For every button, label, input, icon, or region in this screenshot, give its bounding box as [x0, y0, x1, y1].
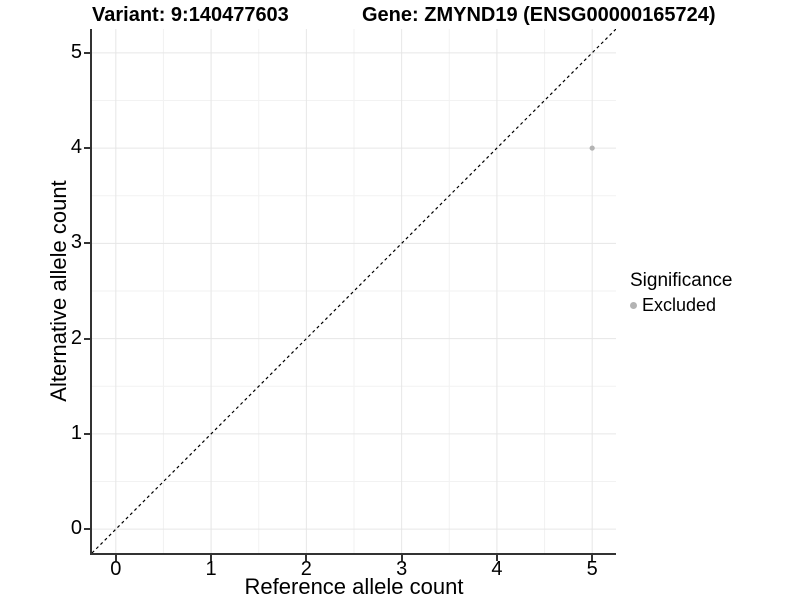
- x-tick-mark: [305, 555, 308, 561]
- excluded-point-icon: [630, 302, 637, 309]
- y-tick-label: 2: [70, 326, 82, 349]
- legend: Significance Excluded: [630, 270, 732, 316]
- plot-title-gene: Gene: ZMYND19 (ENSG00000165724): [362, 4, 716, 26]
- y-tick-mark: [84, 432, 90, 435]
- data-point: [589, 145, 595, 151]
- x-tick-label: 0: [110, 558, 122, 580]
- x-axis-title: Reference allele count: [244, 574, 464, 599]
- y-tick-mark: [84, 337, 90, 340]
- legend-title: Significance: [630, 270, 733, 291]
- y-tick-mark: [84, 147, 90, 150]
- y-tick-label: 0: [70, 517, 82, 540]
- y-tick-mark: [84, 528, 90, 531]
- y-axis-title: Alternative allele count: [46, 180, 71, 402]
- x-tick-label: 5: [586, 558, 598, 580]
- x-tick-label: 2: [300, 558, 312, 580]
- x-tick-mark: [495, 555, 498, 561]
- y-tick-label: 5: [70, 40, 82, 63]
- x-tick-label: 1: [205, 558, 217, 580]
- x-tick-label: 4: [491, 558, 503, 580]
- y-tick-label: 1: [70, 421, 82, 444]
- legend-item-excluded: Excluded: [630, 295, 732, 316]
- y-tick-label: 3: [70, 231, 82, 254]
- plot-title-variant: Variant: 9:140477603: [92, 4, 289, 26]
- legend-item-label: Excluded: [642, 295, 717, 315]
- y-tick-label: 4: [70, 136, 82, 159]
- plot-panel: [90, 29, 616, 555]
- x-tick-mark: [400, 555, 403, 561]
- y-tick-mark: [84, 51, 90, 54]
- x-tick-mark: [210, 555, 213, 561]
- x-tick-label: 3: [396, 558, 408, 580]
- x-tick-mark: [591, 555, 594, 561]
- scatter-plot: [92, 29, 616, 553]
- y-tick-mark: [84, 242, 90, 245]
- x-tick-mark: [114, 555, 117, 561]
